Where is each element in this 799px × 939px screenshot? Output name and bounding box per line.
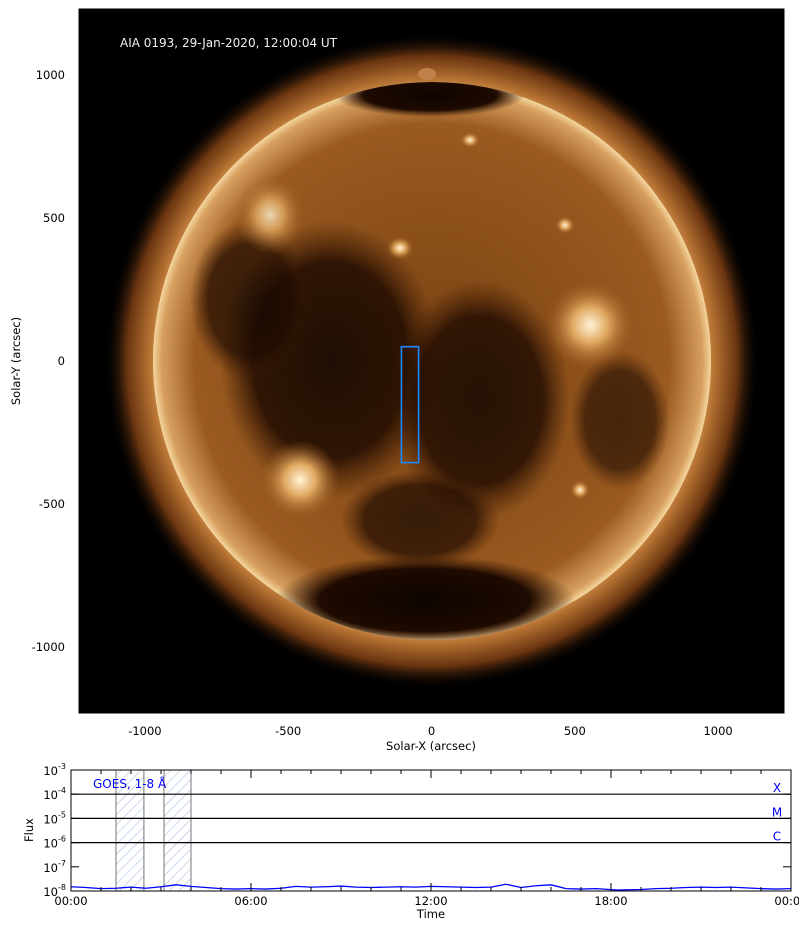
flare-class-label: M [772, 805, 782, 819]
flare-level-lines: CMX [71, 781, 791, 844]
flux-tick-exponent: -4 [58, 786, 66, 795]
flux-tick-label: 10 [43, 861, 58, 875]
limb-feature [418, 68, 436, 80]
aia-image-panel: AIA 0193, 29-Jan-2020, 12:00:04 UT -1000… [9, 8, 785, 753]
y-tick-label: 1000 [36, 68, 65, 82]
x-tick-label: 0 [428, 724, 435, 738]
image-y-axis-label: Solar-Y (arcsec) [9, 317, 23, 405]
flux-tick-base: 10 [43, 788, 58, 802]
time-tick-label: 06:00 [234, 894, 267, 908]
y-tick-label: 0 [58, 354, 65, 368]
time-tick-label: 12:00 [414, 894, 447, 908]
flux-tick-base: 10 [43, 837, 58, 851]
x-tick-label: -1000 [128, 724, 161, 738]
time-tick-label: 18:00 [594, 894, 627, 908]
image-title: AIA 0193, 29-Jan-2020, 12:00:04 UT [120, 36, 338, 50]
flux-tick-base: 10 [43, 764, 58, 778]
goes-flux-line [70, 883, 792, 891]
goes-y-axis-label: Flux [22, 818, 36, 842]
flux-tick-label: 10 [43, 764, 58, 778]
bright-point [555, 216, 575, 234]
image-x-axis-label: Solar-X (arcsec) [386, 739, 476, 753]
active-region [260, 440, 340, 520]
time-tick-label: 00:00 [774, 894, 799, 908]
flux-tick-label: 10 [43, 788, 58, 802]
active-region [235, 175, 305, 255]
bright-point [460, 132, 480, 148]
flux-tick-label: 10 [43, 885, 58, 899]
goes-panel: CMX 00:0006:0012:0018:0000:0010-810-710-… [22, 762, 799, 921]
flux-tick-base: 10 [43, 885, 58, 899]
flux-tick-exponent: -8 [58, 883, 66, 892]
coronal-hole [570, 350, 670, 490]
x-tick-label: 500 [564, 724, 586, 738]
flux-tick-label: 10 [43, 837, 58, 851]
flux-tick-exponent: -3 [58, 762, 66, 771]
flux-tick-exponent: -7 [58, 859, 66, 868]
coronal-hole [190, 220, 310, 380]
y-tick-label: -500 [39, 497, 65, 511]
coronal-hole [390, 280, 570, 520]
goes-legend-label: GOES, 1-8 Å [93, 776, 167, 791]
image-axis-ticks: -1000 -500 0 500 1000 -1000 -500 0 500 1000 [32, 9, 784, 738]
y-tick-label: 500 [43, 211, 65, 225]
flux-tick-base: 10 [43, 861, 58, 875]
active-region [545, 280, 635, 370]
highlight-interval [163, 769, 192, 892]
time-tick-label: 00:00 [54, 894, 87, 908]
y-tick-label: -1000 [32, 640, 65, 654]
region-of-interest-box [400, 345, 420, 464]
x-tick-label: 1000 [703, 724, 732, 738]
flux-tick-exponent: -6 [58, 835, 66, 844]
flux-tick-exponent: -5 [58, 810, 66, 819]
flux-tick-label: 10 [43, 812, 58, 826]
goes-x-axis-label: Time [416, 907, 445, 921]
flare-class-label: X [773, 781, 781, 795]
flare-class-label: C [773, 830, 781, 844]
coronal-hole [340, 470, 500, 570]
coronal-hole-south [275, 555, 575, 640]
flux-tick-base: 10 [43, 812, 58, 826]
image-frame [78, 8, 785, 714]
goes-frame [70, 769, 792, 892]
bright-point [570, 480, 590, 500]
sun-image [104, 33, 760, 689]
bright-point [386, 236, 414, 260]
x-tick-label: -500 [275, 724, 301, 738]
